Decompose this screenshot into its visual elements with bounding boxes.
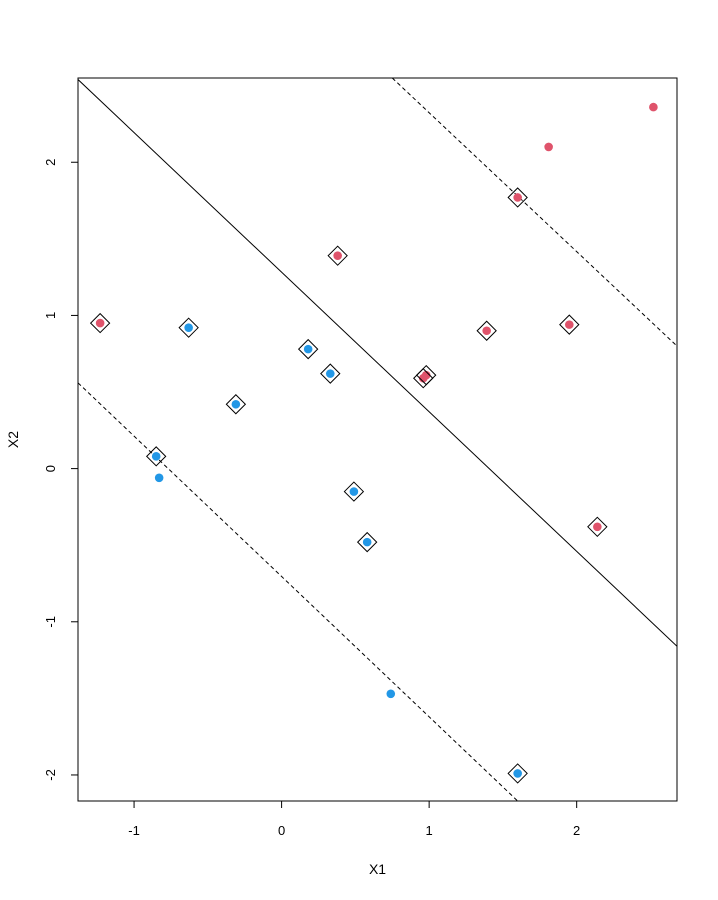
data-point-class_b	[154, 473, 164, 483]
x-axis: -1 0 1 2	[128, 801, 580, 838]
decision-boundary-line	[78, 79, 677, 647]
support-vector-marker	[320, 363, 341, 384]
data-point-class_a	[95, 318, 105, 328]
support-vector-marker	[343, 481, 365, 502]
data-point-class_b	[386, 689, 396, 699]
support-vector-marker	[89, 312, 111, 334]
data-point-class_a	[482, 326, 491, 336]
data-point-class_a	[333, 251, 342, 260]
support-vector-marker	[415, 364, 437, 386]
support-vector-marker	[587, 516, 608, 538]
x-tick-label: 1	[426, 823, 433, 838]
points-layer	[95, 102, 658, 778]
data-point-class_b	[513, 769, 522, 778]
margin-upper-line	[391, 78, 677, 347]
x-tick-label: 2	[573, 823, 580, 838]
y-tick-label: 2	[43, 159, 58, 166]
margin-lower-line	[78, 382, 519, 801]
data-point-class_a	[513, 193, 522, 202]
data-point-class_a	[593, 522, 602, 532]
support-vector-marker	[225, 394, 247, 415]
x-axis-title: X1	[369, 861, 386, 877]
y-tick-label: 1	[43, 312, 58, 319]
y-tick-label: -1	[43, 616, 58, 628]
plot-frame	[77, 77, 678, 802]
support-vector-marker	[178, 317, 199, 338]
data-point-class_b	[151, 452, 161, 461]
data-point-class_b	[362, 537, 372, 547]
data-point-class_b	[231, 399, 241, 409]
support-vector-marker	[327, 245, 348, 266]
data-point-class_a	[544, 142, 553, 152]
data-point-class_a	[649, 102, 658, 112]
x-tick-label: -1	[128, 823, 140, 838]
support-vector-marker	[145, 446, 167, 467]
y-axis: -2 -1 0 1 2	[43, 159, 78, 781]
data-point-class_b	[349, 487, 359, 496]
data-point-class_a	[564, 320, 574, 329]
support-vector-marker	[476, 320, 497, 341]
data-point-class_a	[421, 370, 431, 380]
lines-layer	[78, 78, 677, 801]
support-vector-marker	[297, 338, 319, 360]
support-vector-marker	[507, 187, 528, 208]
data-point-class_b	[303, 344, 313, 354]
data-point-class_b	[184, 323, 193, 332]
y-tick-label: -2	[43, 769, 58, 781]
support-vector-markers	[89, 187, 608, 784]
support-vector-marker	[559, 314, 580, 335]
y-axis-title: X2	[5, 431, 21, 448]
y-tick-label: 0	[43, 465, 58, 472]
support-vector-marker	[507, 763, 528, 784]
support-vector-marker	[356, 531, 378, 553]
data-point-class_b	[325, 369, 335, 378]
x-tick-label: 0	[278, 823, 285, 838]
